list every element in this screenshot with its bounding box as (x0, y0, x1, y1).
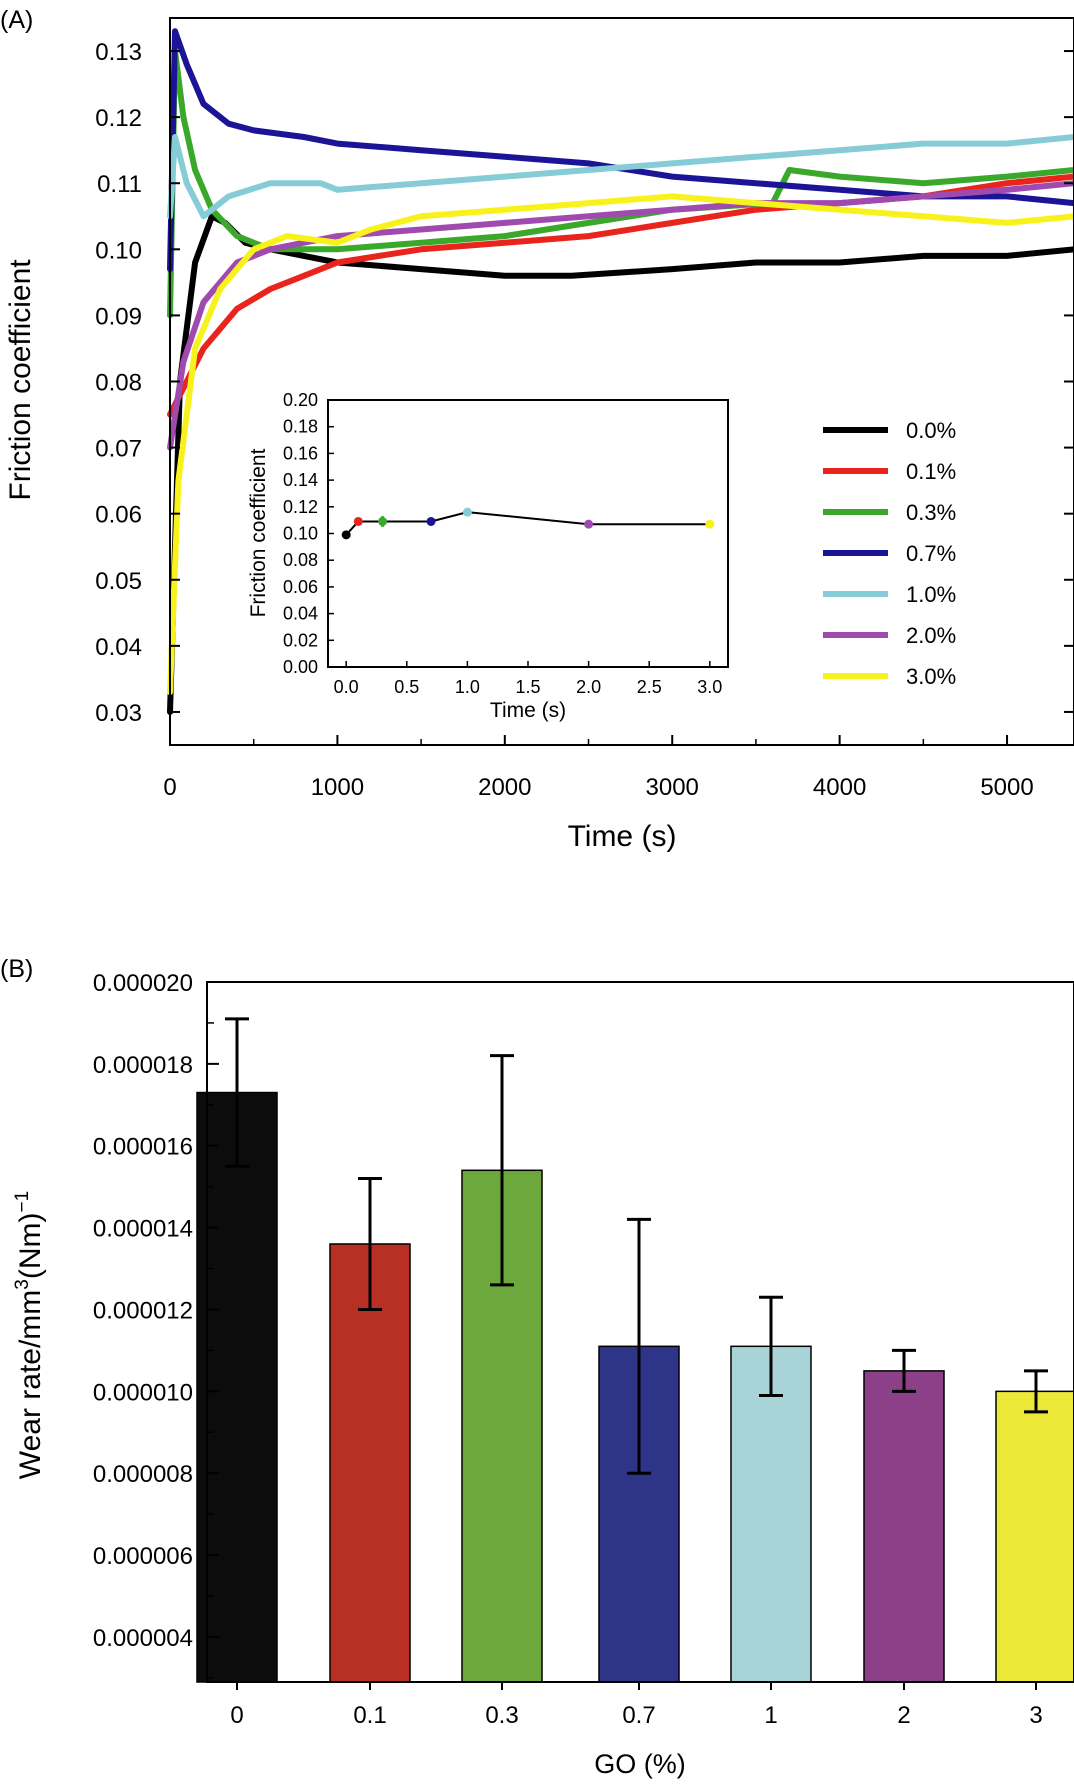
legend-label: 0.1% (906, 459, 956, 484)
inset-x-tick-label: 0.5 (394, 677, 419, 697)
inset-x-tick-label: 2.5 (637, 677, 662, 697)
panel-a-y-tick-label: 0.08 (95, 370, 142, 397)
panel-a-y-tick-label: 0.13 (95, 39, 142, 66)
legend-label: 1.0% (906, 582, 956, 607)
inset-plot-frame (327, 399, 729, 668)
panel-a-y-tick-label: 0.12 (95, 105, 142, 132)
panel-b-plot-frame (206, 981, 1074, 1683)
inset-x-tick-label: 3.0 (697, 677, 722, 697)
inset-point (462, 507, 472, 517)
panel-a-x-tick-label: 5000 (980, 774, 1033, 801)
panel-b-y-tick-label: 0.000016 (93, 1134, 193, 1161)
inset-x-tick-label: 1.0 (455, 677, 480, 697)
panel-a-y-axis-label: Friction coefficient (4, 259, 37, 501)
panel-a-y-tick-label: 0.04 (95, 634, 142, 661)
panel-b-y-tick-label: 0.000010 (93, 1379, 193, 1406)
inset-x-tick-label: 1.5 (515, 677, 540, 697)
series-line-2.0% (167, 180, 1074, 451)
legend-label: 2.0% (906, 623, 956, 648)
panel-a-y-tick-label: 0.11 (97, 171, 142, 198)
bar-0.3 (461, 1169, 543, 1683)
panel-a-x-tick-label: 2000 (478, 774, 531, 801)
inset-point (353, 516, 363, 526)
inset-y-tick-label: 0.20 (283, 390, 318, 410)
bar-3 (995, 1390, 1074, 1683)
panel-b-x-tick-label: 3 (1029, 1702, 1042, 1729)
panel-a-y-tick-label: 0.03 (95, 700, 142, 727)
inset-x-axis-label: Time (s) (490, 699, 566, 722)
panel-a-x-tick-label: 3000 (646, 774, 699, 801)
inset-y-tick-label: 0.08 (283, 550, 318, 570)
inset-y-tick-label: 0.18 (283, 417, 318, 437)
panel-b-y-axis-label: Wear rate/mm3(Nm)−1 (12, 1191, 47, 1479)
panel-a-friction-chart: (A) 0 1000 2000 3000 4000 5000 0.03 0.04 0.05 0.0… (0, 6, 1074, 853)
inset-point (705, 519, 715, 529)
panel-b-y-tick-label: 0.000004 (93, 1625, 193, 1652)
panel-b-x-axis-label: GO (%) (594, 1749, 686, 1779)
panel-b-x-tick-label: 0 (230, 1702, 243, 1729)
inset-y-tick-label: 0.14 (283, 470, 318, 490)
panel-b-y-tick-label: 0.000014 (93, 1216, 193, 1243)
legend-label: 0.3% (906, 500, 956, 525)
bar-2 (863, 1370, 945, 1683)
inset-x-tick-label: 0.0 (334, 677, 359, 697)
panel-a-label: (A) (0, 6, 33, 34)
panel-b-bars (196, 1017, 1074, 1683)
panel-a-x-axis-label: Time (s) (568, 820, 677, 853)
panel-b-label: (B) (0, 955, 33, 983)
series-line-1.0% (167, 134, 1074, 220)
panel-b-wear-rate-chart: (B) 0.0000040.0000060.0000080.0000100.00… (0, 955, 1074, 1779)
panel-b-y-tick-label: 0.000008 (93, 1461, 193, 1488)
panel-a-x-tick-label: 4000 (813, 774, 866, 801)
panel-b-y-tick-label: 0.000006 (93, 1543, 193, 1570)
inset-axes: 0.0 0.5 1.0 1.5 2.0 2.5 3.0 0.00 0.02 0.04 0.06 0.0… (283, 390, 722, 697)
inset-y-tick-label: 0.02 (283, 630, 318, 650)
panel-b-y-tick-label: 0.000018 (93, 1052, 193, 1079)
series-line-0.0% (167, 213, 1074, 715)
bar-1 (730, 1345, 812, 1683)
panel-b-x-tick-label: 0.3 (485, 1702, 518, 1729)
inset-y-tick-label: 0.12 (283, 497, 318, 517)
panel-a-y-tick-label: 0.09 (95, 303, 142, 330)
panel-b-x-tick-label: 0.7 (622, 1702, 655, 1729)
panel-a-legend: 0.0% 0.1% 0.3% 0.7% 1.0% 2.0% 3.0% (823, 418, 956, 689)
panel-b-x-tick-label: 0.1 (353, 1702, 386, 1729)
inset-point (426, 516, 436, 526)
panel-b-y-tick-label: 0.000020 (93, 970, 193, 997)
inset-series (341, 507, 715, 540)
series-line-0.3% (167, 48, 1074, 319)
panel-a-y-tick-label: 0.05 (95, 568, 142, 595)
inset-point (584, 519, 594, 529)
panel-a-x-tick-label: 0 (163, 774, 176, 801)
panel-b-y-tick-label: 0.000012 (93, 1297, 193, 1324)
inset-y-tick-label: 0.10 (283, 524, 318, 544)
inset-y-tick-label: 0.06 (283, 577, 318, 597)
legend-label: 0.7% (906, 541, 956, 566)
inset-y-tick-label: 0.00 (283, 657, 318, 677)
panel-a-inset-chart: 0.0 0.5 1.0 1.5 2.0 2.5 3.0 0.00 0.02 0.04 0.06 0.0… (247, 390, 729, 722)
panel-a-y-tick-label: 0.07 (95, 436, 142, 463)
legend-label: 3.0% (906, 664, 956, 689)
panel-b-x-tick-label: 1 (764, 1702, 777, 1729)
inset-y-tick-label: 0.16 (283, 443, 318, 463)
panel-a-y-tick-label: 0.10 (95, 237, 142, 264)
panel-a-y-tick-label: 0.06 (95, 502, 142, 529)
bar-0.1 (329, 1243, 411, 1683)
series-line-3.0% (167, 193, 1074, 696)
panel-b-x-tick-label: 2 (897, 1702, 910, 1729)
panel-b-axes: 0.000004 0.000006 0.000008 0.000010 0.000012… (93, 970, 1043, 1729)
bar-0 (196, 1091, 278, 1683)
panel-a-x-tick-label: 1000 (311, 774, 364, 801)
legend-label: 0.0% (906, 418, 956, 443)
inset-point (341, 530, 351, 540)
panel-a-series-group (167, 28, 1074, 715)
series-line-0.7% (167, 28, 1074, 273)
inset-y-tick-label: 0.04 (283, 604, 318, 624)
inset-point (378, 516, 388, 526)
inset-x-tick-label: 2.0 (576, 677, 601, 697)
inset-y-axis-label: Friction coefficient (247, 448, 270, 617)
panel-a-axes: 0 1000 2000 3000 4000 50000.030.040.050.060.0… (95, 39, 1074, 801)
